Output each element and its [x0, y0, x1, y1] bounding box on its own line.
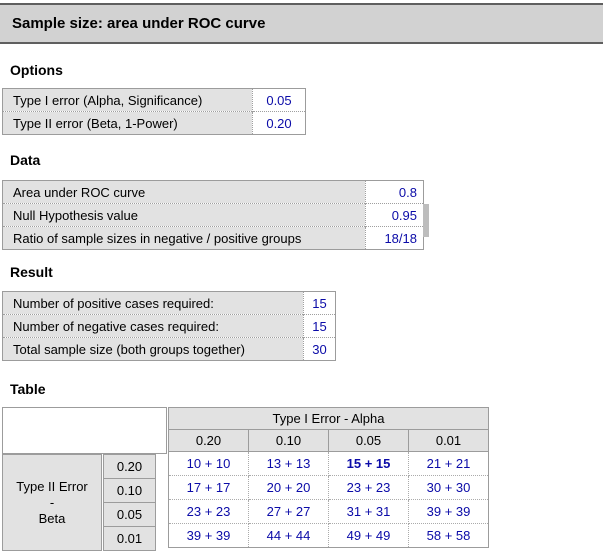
- sample-size-cell: 49 + 49: [328, 523, 409, 548]
- title-bar: Sample size: area under ROC curve: [0, 3, 603, 44]
- table-row: Ratio of sample sizes in negative / posi…: [2, 226, 424, 250]
- table-row: Null Hypothesis value 0.95: [2, 203, 424, 227]
- result-value-total: 30: [303, 337, 336, 361]
- data-value-ratio[interactable]: 18/18: [365, 226, 424, 250]
- sample-size-cell: 13 + 13: [248, 451, 329, 476]
- section-heading-data: Data: [10, 152, 41, 168]
- beta-row-header: 0.01: [103, 526, 156, 551]
- data-label-null-hypothesis: Null Hypothesis value: [2, 203, 366, 227]
- table-row: 10 + 10 13 + 13 15 + 15 21 + 21: [168, 451, 489, 476]
- sample-size-cell-selected: 15 + 15: [328, 451, 409, 476]
- options-table: Type I error (Alpha, Significance) 0.05 …: [2, 88, 306, 135]
- table-row: 39 + 39 44 + 44 49 + 49 58 + 58: [168, 523, 489, 548]
- alpha-col-header: 0.20: [168, 429, 249, 452]
- sample-size-cell: 31 + 31: [328, 499, 409, 524]
- alpha-col-header: 0.10: [248, 429, 329, 452]
- section-heading-table: Table: [10, 381, 46, 397]
- sample-size-cell: 39 + 39: [408, 499, 489, 524]
- table-row: Number of negative cases required: 15: [2, 314, 336, 338]
- result-label-positive: Number of positive cases required:: [2, 291, 304, 315]
- alpha-beta-lookup-table: Type II Error - Beta 0.20 0.10 0.05 0.01…: [0, 407, 603, 553]
- corner-blank-cell: [2, 407, 167, 454]
- sample-size-cell: 23 + 23: [328, 475, 409, 500]
- result-value-negative: 15: [303, 314, 336, 338]
- table-row: 0.20 0.10 0.05 0.01: [168, 429, 489, 452]
- table-row: Type II error (Beta, 1-Power) 0.20: [2, 111, 306, 135]
- table-row: Total sample size (both groups together)…: [2, 337, 336, 361]
- result-table: Number of positive cases required: 15 Nu…: [2, 291, 336, 361]
- sample-size-cell: 17 + 17: [168, 475, 249, 500]
- alpha-col-header: 0.05: [328, 429, 409, 452]
- alpha-col-group-header: Type I Error - Alpha: [168, 407, 489, 430]
- option-label-beta: Type II error (Beta, 1-Power): [2, 111, 253, 135]
- beta-row-header: 0.05: [103, 502, 156, 527]
- beta-row-group-label: Type II Error - Beta: [2, 454, 102, 551]
- sample-size-cell: 10 + 10: [168, 451, 249, 476]
- beta-row-header: 0.10: [103, 478, 156, 503]
- table-row: Number of positive cases required: 15: [2, 291, 336, 315]
- sample-size-cell: 39 + 39: [168, 523, 249, 548]
- sample-size-grid: Type I Error - Alpha 0.20 0.10 0.05 0.01…: [168, 407, 489, 548]
- data-label-ratio: Ratio of sample sizes in negative / posi…: [2, 226, 366, 250]
- page-title: Sample size: area under ROC curve: [12, 15, 266, 32]
- row-group-label-line: Type II Error: [16, 478, 88, 494]
- section-heading-result: Result: [10, 264, 53, 280]
- input-shadow-artifact: [423, 204, 429, 237]
- row-group-label-line: -: [49, 494, 55, 510]
- row-group-label-line: Beta: [38, 510, 66, 526]
- table-row: Type I error (Alpha, Significance) 0.05: [2, 88, 306, 112]
- table-row: 23 + 23 27 + 27 31 + 31 39 + 39: [168, 499, 489, 524]
- result-label-total: Total sample size (both groups together): [2, 337, 304, 361]
- sample-size-cell: 44 + 44: [248, 523, 329, 548]
- data-table: Area under ROC curve 0.8 Null Hypothesis…: [2, 180, 424, 250]
- table-row: Type I Error - Alpha: [168, 407, 489, 430]
- table-row: Area under ROC curve 0.8: [2, 180, 424, 204]
- sample-size-cell: 20 + 20: [248, 475, 329, 500]
- section-heading-options: Options: [10, 62, 63, 78]
- sample-size-cell: 58 + 58: [408, 523, 489, 548]
- option-label-alpha: Type I error (Alpha, Significance): [2, 88, 253, 112]
- option-value-beta[interactable]: 0.20: [252, 111, 306, 135]
- sample-size-cell: 23 + 23: [168, 499, 249, 524]
- table-row: 17 + 17 20 + 20 23 + 23 30 + 30: [168, 475, 489, 500]
- beta-row-header: 0.20: [103, 454, 156, 479]
- sample-size-window: { "title": "Sample size: area under ROC …: [0, 3, 603, 556]
- data-value-auc[interactable]: 0.8: [365, 180, 424, 204]
- data-label-auc: Area under ROC curve: [2, 180, 366, 204]
- result-label-negative: Number of negative cases required:: [2, 314, 304, 338]
- option-value-alpha[interactable]: 0.05: [252, 88, 306, 112]
- result-value-positive: 15: [303, 291, 336, 315]
- alpha-col-header: 0.01: [408, 429, 489, 452]
- sample-size-cell: 30 + 30: [408, 475, 489, 500]
- data-value-null-hypothesis[interactable]: 0.95: [365, 203, 424, 227]
- sample-size-cell: 21 + 21: [408, 451, 489, 476]
- sample-size-cell: 27 + 27: [248, 499, 329, 524]
